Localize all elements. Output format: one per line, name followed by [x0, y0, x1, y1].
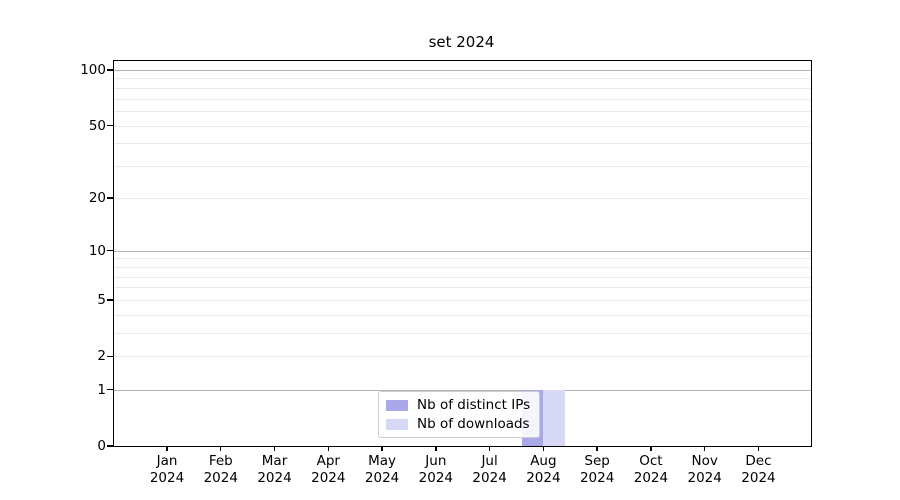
- y-axis-tick: [107, 249, 113, 252]
- legend-swatch-downloads: [386, 418, 408, 430]
- year-label: 2024: [633, 470, 669, 486]
- x-axis-tick-label: Jul 2024: [458, 453, 522, 487]
- year-label: 2024: [311, 470, 346, 486]
- x-axis-tick-label: Jan 2024: [135, 453, 199, 487]
- legend-swatch-distinct-ips: [386, 399, 408, 411]
- month-label: Jul: [481, 453, 498, 469]
- x-axis-tick-label: Sep 2024: [565, 453, 629, 487]
- minor-gridline: [114, 314, 811, 316]
- year-label: 2024: [741, 470, 776, 486]
- month-label: Jun: [425, 453, 447, 469]
- x-axis-tick-label: Jun 2024: [404, 453, 468, 487]
- y-axis-tick-label: 50: [88, 117, 106, 134]
- month-label: Nov: [691, 453, 718, 469]
- legend: Nb of distinct IPs Nb of downloads: [378, 391, 541, 438]
- chart-title: set 2024: [428, 33, 495, 51]
- legend-label-downloads: Nb of downloads: [417, 416, 530, 432]
- x-axis-tick: [327, 446, 329, 451]
- x-axis-tick: [757, 446, 760, 451]
- x-axis-tick: [650, 446, 652, 451]
- x-axis-tick: [596, 446, 598, 451]
- y-axis-tick-label: 20: [88, 189, 106, 206]
- month-label: Feb: [208, 453, 233, 469]
- month-label: Aug: [530, 453, 557, 469]
- y-axis-tick-label: 5: [97, 292, 106, 309]
- y-axis-tick: [107, 124, 113, 127]
- bar-downloads: [543, 389, 565, 446]
- x-axis-tick-label: Apr 2024: [296, 453, 360, 487]
- minor-gridline: [114, 356, 811, 358]
- major-gridline: [114, 389, 811, 391]
- plot-area: Nb of distinct IPs Nb of downloads 0 1 2 5 1…: [80, 60, 812, 486]
- y-axis-tick-label: 2: [97, 348, 106, 365]
- month-label: Sep: [584, 453, 610, 469]
- minor-gridline: [114, 78, 811, 80]
- x-axis-tick-label: Oct 2024: [619, 453, 683, 487]
- minor-gridline: [114, 276, 811, 278]
- month-label: Oct: [639, 453, 663, 469]
- x-axis-tick-label: May 2024: [350, 453, 414, 487]
- month-label: Jan: [156, 453, 178, 469]
- x-axis-tick: [220, 446, 222, 451]
- minor-gridline: [114, 287, 811, 289]
- x-axis-tick: [381, 446, 383, 451]
- year-label: 2024: [203, 470, 238, 486]
- y-axis-tick: [107, 69, 113, 71]
- y-axis-tick-label: 100: [80, 61, 106, 78]
- minor-gridline: [114, 98, 811, 100]
- year-label: 2024: [579, 470, 615, 486]
- minor-gridline: [114, 333, 811, 335]
- x-axis-tick: [488, 446, 491, 451]
- minor-gridline: [114, 197, 811, 199]
- month-label: Mar: [261, 453, 288, 469]
- minor-gridline: [114, 111, 811, 113]
- x-axis-tick: [542, 446, 545, 451]
- year-label: 2024: [149, 470, 185, 486]
- month-label: Dec: [745, 453, 772, 469]
- year-label: 2024: [526, 470, 561, 486]
- minor-gridline: [114, 258, 811, 260]
- major-gridline: [114, 69, 811, 71]
- minor-gridline: [114, 300, 811, 302]
- y-axis-tick: [107, 355, 113, 358]
- month-label: May: [368, 453, 397, 469]
- x-axis-tick: [704, 446, 706, 451]
- year-label: 2024: [687, 470, 722, 486]
- x-axis-tick: [166, 446, 168, 451]
- x-axis-tick-label: Feb 2024: [189, 453, 253, 487]
- y-axis-tick: [107, 445, 113, 447]
- y-axis-tick: [107, 299, 113, 301]
- minor-gridline: [114, 266, 811, 268]
- x-axis-tick: [273, 446, 276, 451]
- year-label: 2024: [257, 470, 292, 486]
- y-axis-tick: [107, 197, 113, 199]
- x-axis-tick-label: Nov 2024: [673, 453, 737, 487]
- minor-gridline: [114, 125, 811, 127]
- legend-item-downloads: Nb of downloads: [386, 417, 530, 431]
- year-label: 2024: [418, 470, 454, 486]
- y-axis-tick-label: 1: [97, 381, 106, 398]
- x-axis-tick-label: Mar 2024: [243, 453, 307, 487]
- month-label: Apr: [316, 453, 340, 469]
- legend-label-distinct-ips: Nb of distinct IPs: [417, 397, 531, 413]
- y-axis-tick: [107, 388, 113, 391]
- y-axis-tick-label: 10: [88, 242, 106, 259]
- minor-gridline: [114, 87, 811, 89]
- y-axis-tick-label: 0: [97, 438, 106, 454]
- x-axis-tick-label: Aug 2024: [511, 453, 575, 487]
- legend-item-distinct-ips: Nb of distinct IPs: [386, 398, 530, 412]
- year-label: 2024: [472, 470, 507, 486]
- year-label: 2024: [364, 470, 400, 486]
- x-axis-tick-label: Dec 2024: [726, 453, 790, 487]
- x-axis-tick: [435, 446, 437, 451]
- major-gridline: [114, 250, 811, 252]
- minor-gridline: [114, 143, 811, 145]
- minor-gridline: [114, 166, 811, 168]
